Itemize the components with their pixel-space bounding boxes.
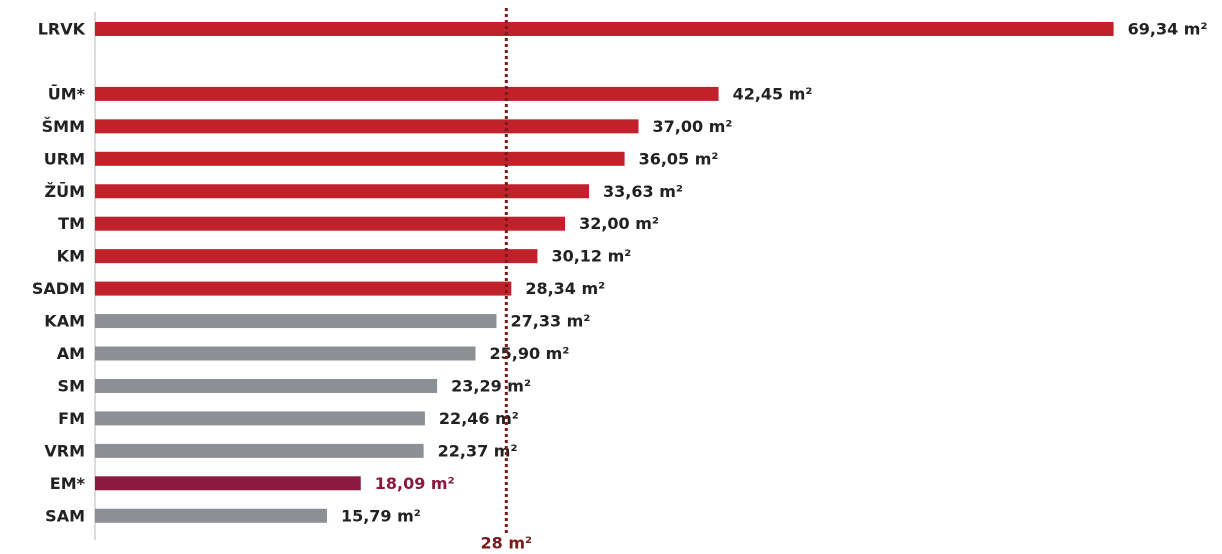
value-label: 27,33 m² [510,312,590,331]
bar [95,314,497,329]
category-label: KAM [44,312,85,331]
value-label: 37,00 m² [653,117,733,136]
value-label: 25,90 m² [489,344,569,363]
value-label: 33,63 m² [603,182,683,201]
bar [95,86,719,101]
bar [95,346,476,361]
bar [95,22,1114,36]
value-label: 36,05 m² [639,149,719,168]
category-label: SAM [45,506,85,525]
value-label: 28,34 m² [525,279,605,298]
bar [95,216,566,231]
bar [95,151,625,166]
value-label: 69,34 m² [1128,20,1208,39]
bar [95,249,538,264]
category-label: EM* [50,474,86,493]
value-label: 32,00 m² [579,214,659,233]
bar [95,119,639,134]
category-label: ŠMM [42,117,85,136]
value-label: 15,79 m² [341,506,421,525]
category-label: URM [44,149,85,168]
value-label: 22,46 m² [439,409,519,428]
value-label: 42,45 m² [733,84,813,103]
bar [95,508,327,523]
category-label: SM [58,376,85,395]
value-label: 23,29 m² [451,376,531,395]
category-label: FM [58,409,85,428]
category-label: SADM [32,279,85,298]
category-label: AM [57,344,85,363]
value-label: 30,12 m² [551,247,631,266]
value-label: 22,37 m² [438,441,518,460]
bar [95,411,425,426]
category-label: ŽŪM [44,181,85,201]
category-label: VRM [44,441,85,460]
bar [95,476,361,491]
category-label: TM [58,214,85,233]
bar [95,443,424,458]
category-label: ŪM* [48,83,86,103]
category-label: LRVK [38,20,86,39]
category-label: KM [57,247,85,266]
reference-label: 28 m² [481,534,533,553]
bar [95,184,590,199]
bar [95,378,438,393]
bar [95,281,512,296]
value-label: 18,09 m² [375,474,455,493]
